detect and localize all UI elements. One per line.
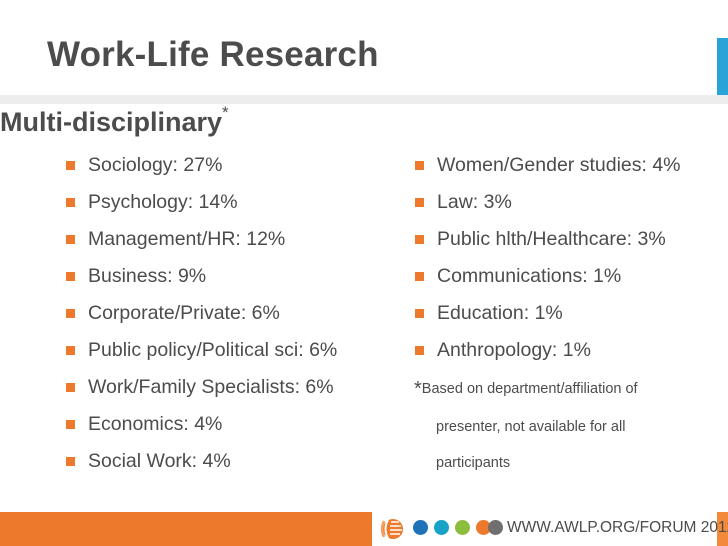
footnote-marker: * — [414, 377, 422, 400]
list-item-label: Education: 1% — [437, 302, 563, 324]
list-item-label: Work/Family Specialists: 6% — [88, 376, 334, 398]
list-item-label: Public policy/Political sci: 6% — [88, 339, 338, 361]
list-item-label: Public hlth/Healthcare: 3% — [437, 228, 666, 250]
gray-dot-icon — [488, 520, 503, 535]
list-item: Economics: 4% — [66, 406, 337, 443]
list-item: Psychology: 14% — [66, 184, 337, 221]
square-bullet-icon — [66, 198, 75, 207]
list-item-label: Business: 9% — [88, 265, 207, 287]
list-item: Law: 3% — [415, 184, 681, 221]
list-item-label: Communications: 1% — [437, 265, 622, 287]
list-item-label: Women/Gender studies: 4% — [437, 154, 681, 176]
square-bullet-icon — [66, 346, 75, 355]
square-bullet-icon — [66, 457, 75, 466]
square-bullet-icon — [66, 235, 75, 244]
square-bullet-icon — [415, 198, 424, 207]
left-bullet-list: Sociology: 27% Psychology: 14% Managemen… — [66, 147, 337, 480]
list-item: Education: 1% — [415, 295, 681, 332]
square-bullet-icon — [66, 309, 75, 318]
list-item: Anthropology: 1% — [415, 332, 681, 369]
teal-dot-icon — [434, 520, 449, 535]
footnote-line: * Based on department/affiliation of — [414, 369, 714, 409]
slide-top-area — [0, 0, 728, 16]
list-item-label: Corporate/Private: 6% — [88, 302, 280, 324]
square-bullet-icon — [415, 346, 424, 355]
subtitle-marker: * — [222, 103, 229, 122]
list-item-label: Economics: 4% — [88, 413, 223, 435]
awlp-logo-icon — [380, 519, 403, 539]
square-bullet-icon — [415, 161, 424, 170]
footer-url: WWW.AWLP.ORG/FORUM 2012 — [507, 519, 728, 536]
square-bullet-icon — [415, 235, 424, 244]
right-bullet-list: Women/Gender studies: 4% Law: 3% Public … — [415, 147, 681, 369]
list-item: Corporate/Private: 6% — [66, 295, 337, 332]
green-dot-icon — [455, 520, 470, 535]
list-item: Communications: 1% — [415, 258, 681, 295]
footer-panel — [372, 512, 717, 546]
list-item: Work/Family Specialists: 6% — [66, 369, 337, 406]
footnote: * Based on department/affiliation of pres… — [414, 369, 714, 481]
list-item: Public hlth/Healthcare: 3% — [415, 221, 681, 258]
list-item-label: Management/HR: 12% — [88, 228, 286, 250]
footnote-line: presenter, not available for all — [436, 419, 626, 435]
blue-dot-icon — [413, 520, 428, 535]
square-bullet-icon — [66, 383, 75, 392]
accent-strip — [717, 38, 728, 100]
list-item-label: Psychology: 14% — [88, 191, 238, 213]
footnote-line: participants — [436, 455, 511, 471]
list-item: Social Work: 4% — [66, 443, 337, 480]
list-item: Business: 9% — [66, 258, 337, 295]
list-item: Women/Gender studies: 4% — [415, 147, 681, 184]
footnote-text: Based on department/affiliation of — [421, 381, 638, 397]
square-bullet-icon — [66, 272, 75, 281]
slide-title: Work-Life Research — [47, 35, 379, 74]
subtitle: Multi-disciplinary* — [0, 103, 229, 138]
list-item: Sociology: 27% — [66, 147, 337, 184]
list-item-label: Anthropology: 1% — [437, 339, 591, 361]
subtitle-text: Multi-disciplinary — [0, 107, 223, 137]
list-item-label: Sociology: 27% — [88, 154, 223, 176]
title-divider — [0, 95, 728, 104]
square-bullet-icon — [66, 161, 75, 170]
orange-dot-icon — [476, 520, 491, 535]
square-bullet-icon — [415, 272, 424, 281]
list-item: Public policy/Political sci: 6% — [66, 332, 337, 369]
square-bullet-icon — [415, 309, 424, 318]
list-item: Management/HR: 12% — [66, 221, 337, 258]
list-item-label: Law: 3% — [437, 191, 512, 213]
list-item-label: Social Work: 4% — [88, 450, 231, 472]
square-bullet-icon — [66, 420, 75, 429]
